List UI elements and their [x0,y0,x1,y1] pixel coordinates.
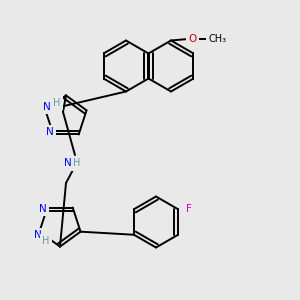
Text: F: F [186,204,191,214]
Text: N: N [43,102,51,112]
Text: H: H [73,158,80,169]
Text: N: N [46,127,54,137]
Text: H: H [53,98,61,108]
Text: O: O [188,34,197,44]
Text: N: N [64,158,72,169]
Text: CH₃: CH₃ [208,34,226,44]
Text: H: H [42,236,50,246]
Text: N: N [39,204,47,214]
Text: N: N [34,230,42,240]
